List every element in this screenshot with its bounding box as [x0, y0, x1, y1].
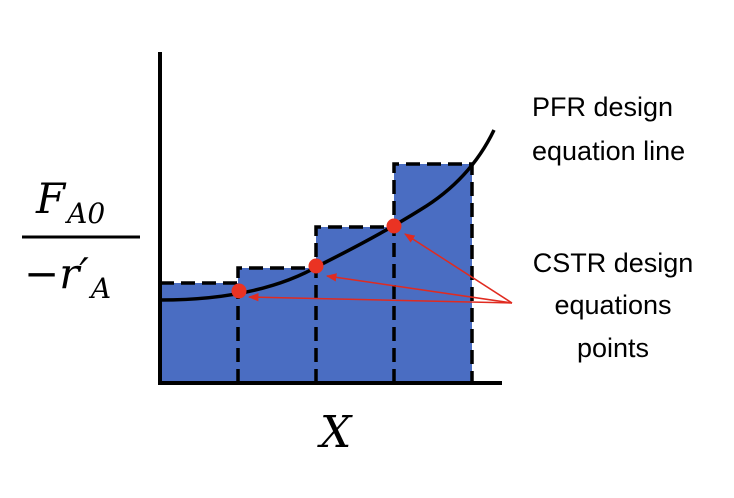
- y-label-denominator: −r′A: [24, 249, 111, 305]
- cstr-rectangle-3: [316, 227, 394, 383]
- axes: [158, 52, 502, 385]
- cstr-point-1: [231, 283, 247, 299]
- cstr-label-line-1: CSTR design: [533, 248, 694, 278]
- arrow-to-point-2: [325, 273, 513, 304]
- arrow-to-point-3: [404, 233, 513, 304]
- y-label-numerator: FA0: [35, 174, 105, 230]
- x-axis-label: X: [317, 407, 353, 458]
- pfr-label-line-1: PFR design: [532, 92, 673, 122]
- cstr-label-line-2: equations: [554, 290, 671, 320]
- cstr-points: [231, 218, 402, 299]
- dashed-outline-3: [314, 225, 394, 383]
- cstr-point-2: [308, 258, 324, 274]
- y-label-denominator-subscript: A: [88, 272, 111, 305]
- cstr-rectangle-4: [394, 164, 472, 383]
- cstr-label-line-3: points: [577, 333, 649, 363]
- dashed-outline-4: [392, 162, 474, 383]
- y-label-numerator-subscript: A0: [64, 197, 105, 230]
- dashed-outline-2: [236, 266, 316, 383]
- cstr-point-3: [386, 218, 402, 234]
- y-label-denominator-prefix: −r′: [24, 249, 89, 298]
- cstr-arrows: [247, 233, 513, 304]
- arrow-to-point-1: [247, 293, 513, 304]
- cstr-rectangle-2: [238, 268, 316, 383]
- y-axis-label: FA0 −r′A: [22, 174, 140, 305]
- y-label-numerator-symbol: F: [35, 174, 67, 223]
- pfr-label-line-2: equation line: [532, 136, 685, 166]
- cstr-dashed-outlines: [160, 162, 474, 383]
- cstr-label: CSTR design equations points: [533, 248, 694, 363]
- pfr-label: PFR design equation line: [532, 92, 685, 166]
